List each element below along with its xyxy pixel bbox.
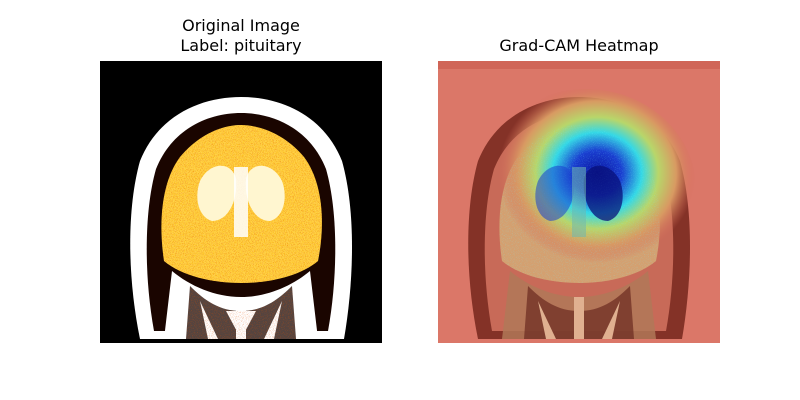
- label-line: Label: pituitary: [180, 36, 302, 55]
- mri-coronal-slice: [100, 61, 382, 343]
- gradcam-heatmap-image: [438, 61, 720, 343]
- gradcam-title: Grad-CAM Heatmap: [499, 36, 659, 55]
- original-image-panel: Original Image Label: pituitary: [100, 0, 382, 400]
- original-image-title: Original Image Label: pituitary: [100, 16, 382, 56]
- gradcam-overlay: [438, 61, 720, 343]
- original-mri-image: [100, 61, 382, 343]
- gradcam-panel: Grad-CAM Heatmap: [438, 0, 720, 400]
- original-image-title-line: Original Image: [182, 16, 300, 35]
